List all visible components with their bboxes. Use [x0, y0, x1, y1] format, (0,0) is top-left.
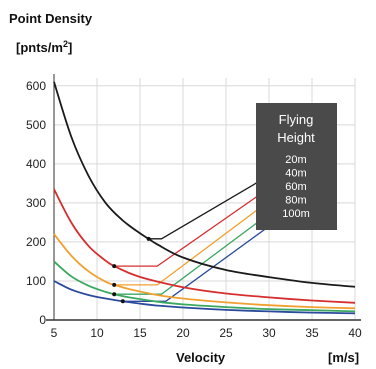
series-marker-60m — [112, 282, 117, 287]
x-tick-label-30: 30 — [262, 326, 276, 340]
series-line-40m — [53, 188, 356, 304]
y-axis-unit-close: ] — [68, 40, 72, 55]
leader-line-40m — [114, 187, 270, 267]
x-tick-label-15: 15 — [133, 326, 147, 340]
x-tick-label-40: 40 — [348, 326, 362, 340]
y-tick-label-100: 100 — [26, 274, 46, 288]
series-line-100m — [53, 280, 356, 315]
y-axis-unit-superscript: 2 — [63, 39, 68, 49]
x-axis-unit: [m/s] — [328, 350, 359, 365]
series-marker-20m — [146, 236, 151, 241]
leader-line-20m — [148, 175, 270, 240]
x-tick-label-10: 10 — [90, 326, 104, 340]
x-tick-label-20: 20 — [176, 326, 190, 340]
leader-line-60m — [114, 200, 270, 286]
axes — [46, 74, 361, 321]
y-tick-label-600: 600 — [26, 79, 46, 93]
leader-line-80m — [114, 213, 270, 295]
series-marker-40m — [112, 264, 117, 269]
legend-item-40m: 40m — [285, 168, 306, 180]
y-axis-unit-base: [pnts/m — [16, 40, 63, 55]
series-marker-80m — [112, 292, 117, 297]
leader-line-100m — [122, 225, 270, 302]
y-axis-unit-label: [pnts/m2] — [16, 39, 72, 55]
series-line-80m — [53, 260, 356, 313]
x-axis-title: Velocity — [176, 350, 226, 365]
series-line-60m — [53, 233, 356, 310]
y-tick-label-500: 500 — [26, 118, 46, 132]
legend-title-line1: Flying — [279, 112, 314, 127]
x-tick-label-5: 5 — [51, 326, 58, 340]
x-tick-label-25: 25 — [219, 326, 233, 340]
legend-item-100m: 100m — [282, 208, 310, 220]
series-marker-100m — [120, 299, 125, 304]
legend-item-80m: 80m — [285, 195, 306, 207]
series-lines — [53, 81, 356, 315]
chart-title: Point Density — [9, 11, 93, 26]
y-tick-label-200: 200 — [26, 235, 46, 249]
series-markers — [112, 236, 151, 304]
y-tick-label-0: 0 — [39, 313, 46, 327]
x-tick-label-35: 35 — [305, 326, 319, 340]
legend-title-line2: Height — [277, 130, 315, 145]
leader-lines — [114, 175, 270, 302]
y-tick-label-300: 300 — [26, 196, 46, 210]
legend-background — [256, 103, 337, 230]
y-tick-label-400: 400 — [26, 157, 46, 171]
legend-item-20m: 20m — [285, 154, 306, 166]
legend-item-60m: 60m — [285, 181, 306, 193]
